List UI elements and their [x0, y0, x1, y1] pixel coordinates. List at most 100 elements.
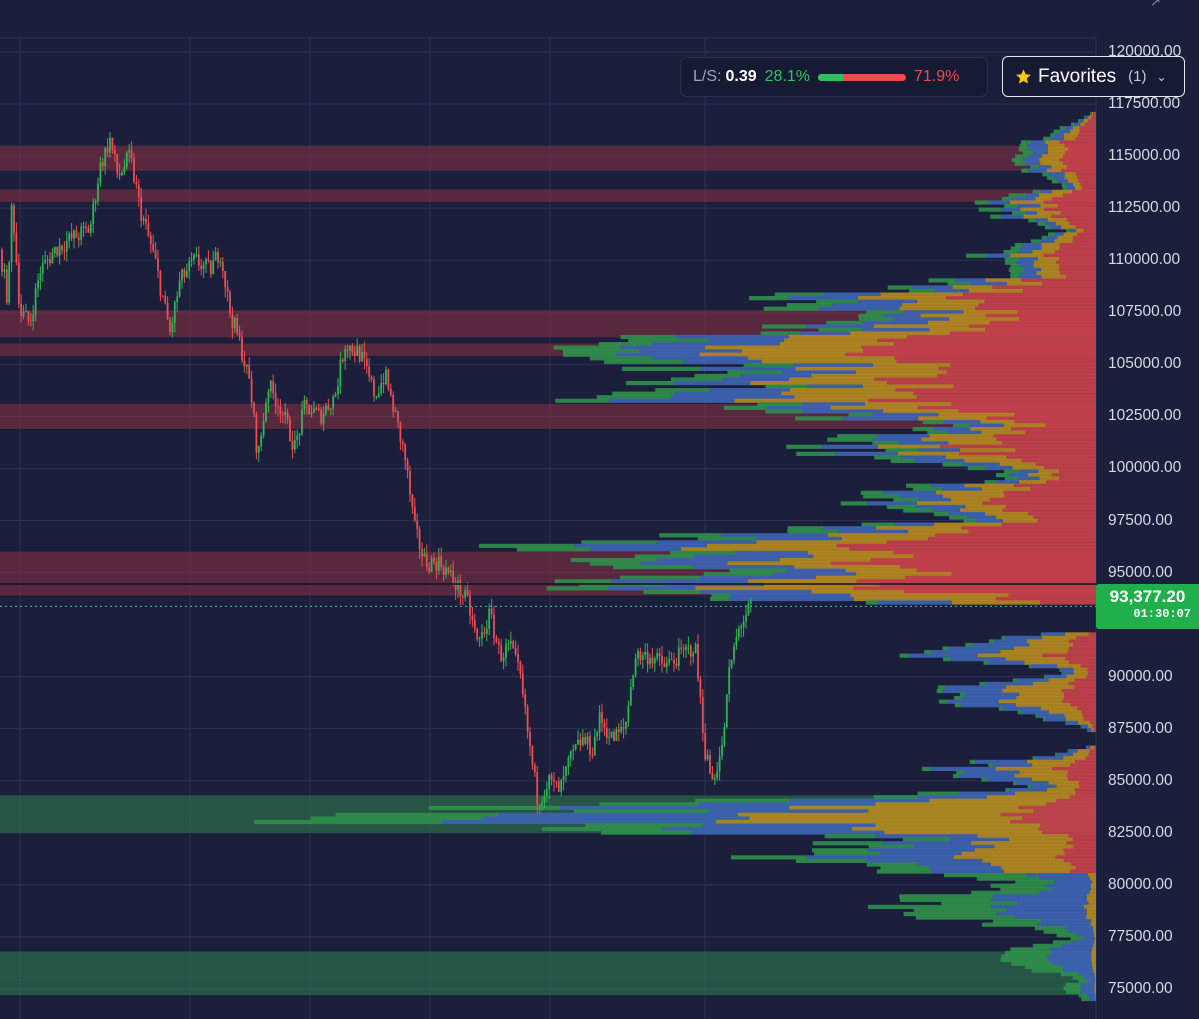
candle-body — [94, 200, 97, 204]
heatmap-bar — [988, 763, 993, 768]
heatmap-bar — [939, 699, 948, 704]
heatmap-bar — [1040, 239, 1055, 244]
candle-body — [699, 678, 702, 698]
heatmap-bar — [941, 901, 1018, 906]
heatmap-bar — [875, 802, 1047, 807]
heatmap-bar — [1016, 260, 1034, 265]
heatmap-bar — [483, 816, 750, 821]
heatmap-bar — [935, 490, 1004, 495]
candle-body — [317, 408, 320, 410]
candle-body — [337, 386, 339, 394]
candle-body — [358, 346, 361, 361]
heatmap-bar — [1004, 494, 1096, 499]
candle-body — [401, 441, 404, 445]
candle-body — [694, 643, 697, 654]
heatmap-bar — [989, 320, 1096, 325]
heatmap-bar — [698, 802, 876, 807]
heatmap-bar — [945, 455, 1007, 460]
heatmap-bar — [1026, 873, 1088, 878]
heatmap-bar — [1063, 161, 1096, 166]
heatmap-bar — [1063, 848, 1096, 853]
heatmap-bar — [920, 313, 986, 318]
candle-body — [603, 722, 606, 728]
heatmap-bar — [1072, 239, 1096, 244]
heatmap-bar — [1044, 674, 1047, 679]
heatmap-bar — [1093, 111, 1096, 117]
price-axis-label: 107500.00 — [1108, 303, 1182, 321]
heatmap-bar — [965, 504, 1006, 510]
favorites-label: Favorites — [1038, 65, 1117, 87]
heatmap-bar — [1054, 250, 1096, 255]
candle-body — [305, 399, 308, 405]
candle-body — [75, 230, 78, 238]
candle-body — [176, 296, 179, 303]
heatmap-bar — [955, 278, 986, 283]
candle-body — [610, 731, 613, 738]
heatmap-bar — [710, 596, 729, 602]
heatmap-bar — [1072, 975, 1084, 980]
candle-body — [171, 323, 174, 333]
heatmap-bar — [1058, 469, 1096, 474]
heatmap-bar — [799, 331, 851, 336]
heatmap-bar — [1058, 267, 1096, 272]
heatmap-bar — [1003, 490, 1096, 495]
heatmap-bar — [974, 848, 1064, 853]
heatmap-bar — [988, 639, 995, 644]
heatmap-bar — [976, 876, 1040, 881]
heatmap-bar — [802, 402, 865, 407]
heatmap-bar — [850, 331, 950, 336]
heatmap-bar — [860, 490, 884, 495]
heatmap-bar — [1046, 674, 1067, 679]
heatmap-bar — [1059, 271, 1096, 276]
expand-icon[interactable]: ↗ — [1150, 0, 1161, 9]
heatmap-bar — [893, 497, 919, 502]
heatmap-bar — [978, 207, 1001, 212]
candle-body — [500, 644, 503, 662]
heatmap-bar — [1011, 157, 1023, 163]
heatmap-bar — [933, 511, 949, 517]
candle-body — [137, 184, 140, 197]
candle-body — [61, 245, 63, 251]
candle-body — [493, 614, 495, 639]
candle-body — [20, 303, 23, 316]
heatmap-bar — [999, 462, 1036, 467]
heatmap-bar — [1029, 642, 1074, 648]
heatmap-bar — [693, 565, 795, 570]
heatmap-bar — [1075, 865, 1096, 871]
candle-body — [418, 529, 421, 549]
candle-body — [356, 346, 359, 356]
candle-body — [231, 314, 234, 329]
heatmap-bar — [883, 409, 959, 414]
candle-body — [625, 721, 627, 729]
heatmap-bar — [1021, 140, 1032, 145]
heatmap-bar — [965, 692, 1020, 697]
heatmap-bar — [899, 894, 994, 899]
heatmap-bar — [840, 501, 868, 506]
heatmap-bar — [599, 802, 699, 807]
candle-body — [562, 775, 565, 781]
candle-body — [325, 405, 327, 414]
heatmap-bar — [1027, 143, 1048, 149]
candle-body — [581, 737, 584, 746]
favorites-button[interactable]: Favorites (1) ⌄ — [1002, 56, 1185, 97]
heatmap-bar — [559, 805, 790, 810]
candle-body — [248, 364, 251, 379]
heatmap-bar — [900, 565, 1096, 570]
heatmap-bar — [608, 586, 696, 591]
heatmap-bar — [1046, 480, 1096, 485]
heatmap-bar — [917, 448, 960, 453]
price-axis-label: 77500.00 — [1108, 927, 1173, 945]
heatmap-bar — [916, 395, 1096, 400]
heatmap-bar — [996, 480, 1019, 485]
heatmap-bar — [1055, 133, 1064, 138]
heatmap-bar — [998, 699, 1063, 704]
heatmap-bar — [1056, 933, 1078, 938]
heatmap-bar — [1004, 476, 1018, 481]
heatmap-bar — [1090, 111, 1092, 117]
heatmap-bar — [1019, 770, 1068, 775]
heatmap-bar — [694, 373, 741, 379]
heatmap-bar — [963, 310, 1018, 315]
heatmap-bar — [883, 313, 921, 318]
candle-body — [526, 707, 529, 732]
